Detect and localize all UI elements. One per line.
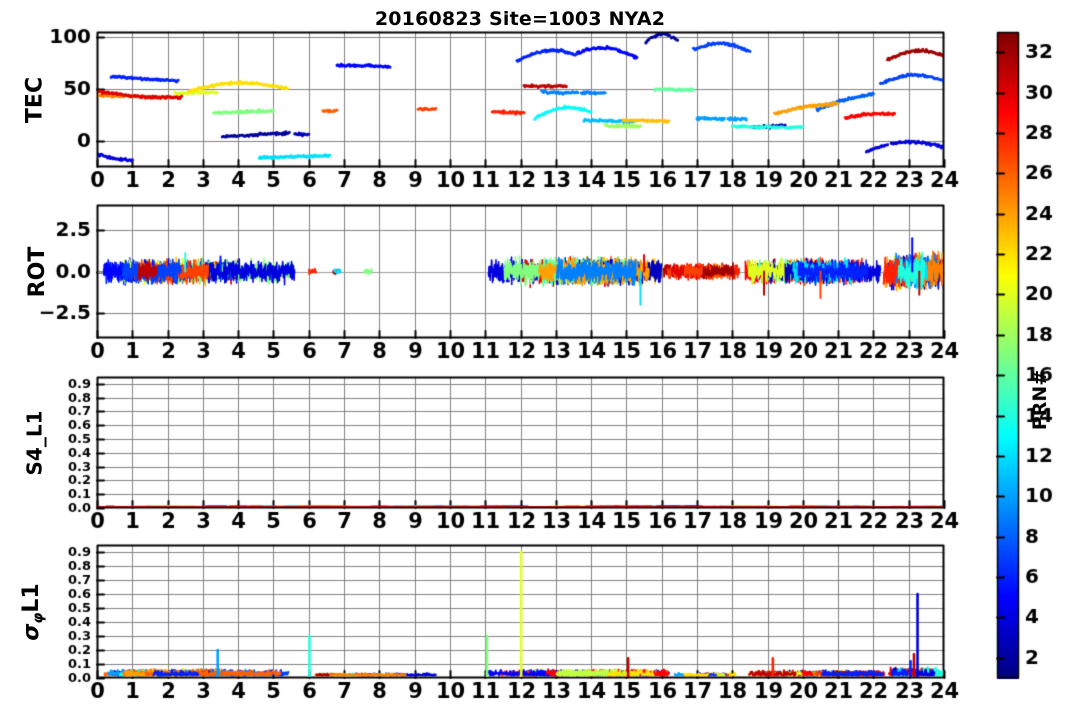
y-axis-label-sigma-phi-l1: σφL1: [19, 582, 47, 641]
colorbar-label: PRN#: [1029, 369, 1051, 431]
page-title: 20160823 Site=1003 NYA2: [374, 8, 666, 30]
y-axis-label-rot: ROT: [24, 246, 50, 297]
y-axis-label-s4-l1: S4_L1: [22, 410, 47, 475]
y-axis-label-tec: TEC: [22, 76, 48, 123]
